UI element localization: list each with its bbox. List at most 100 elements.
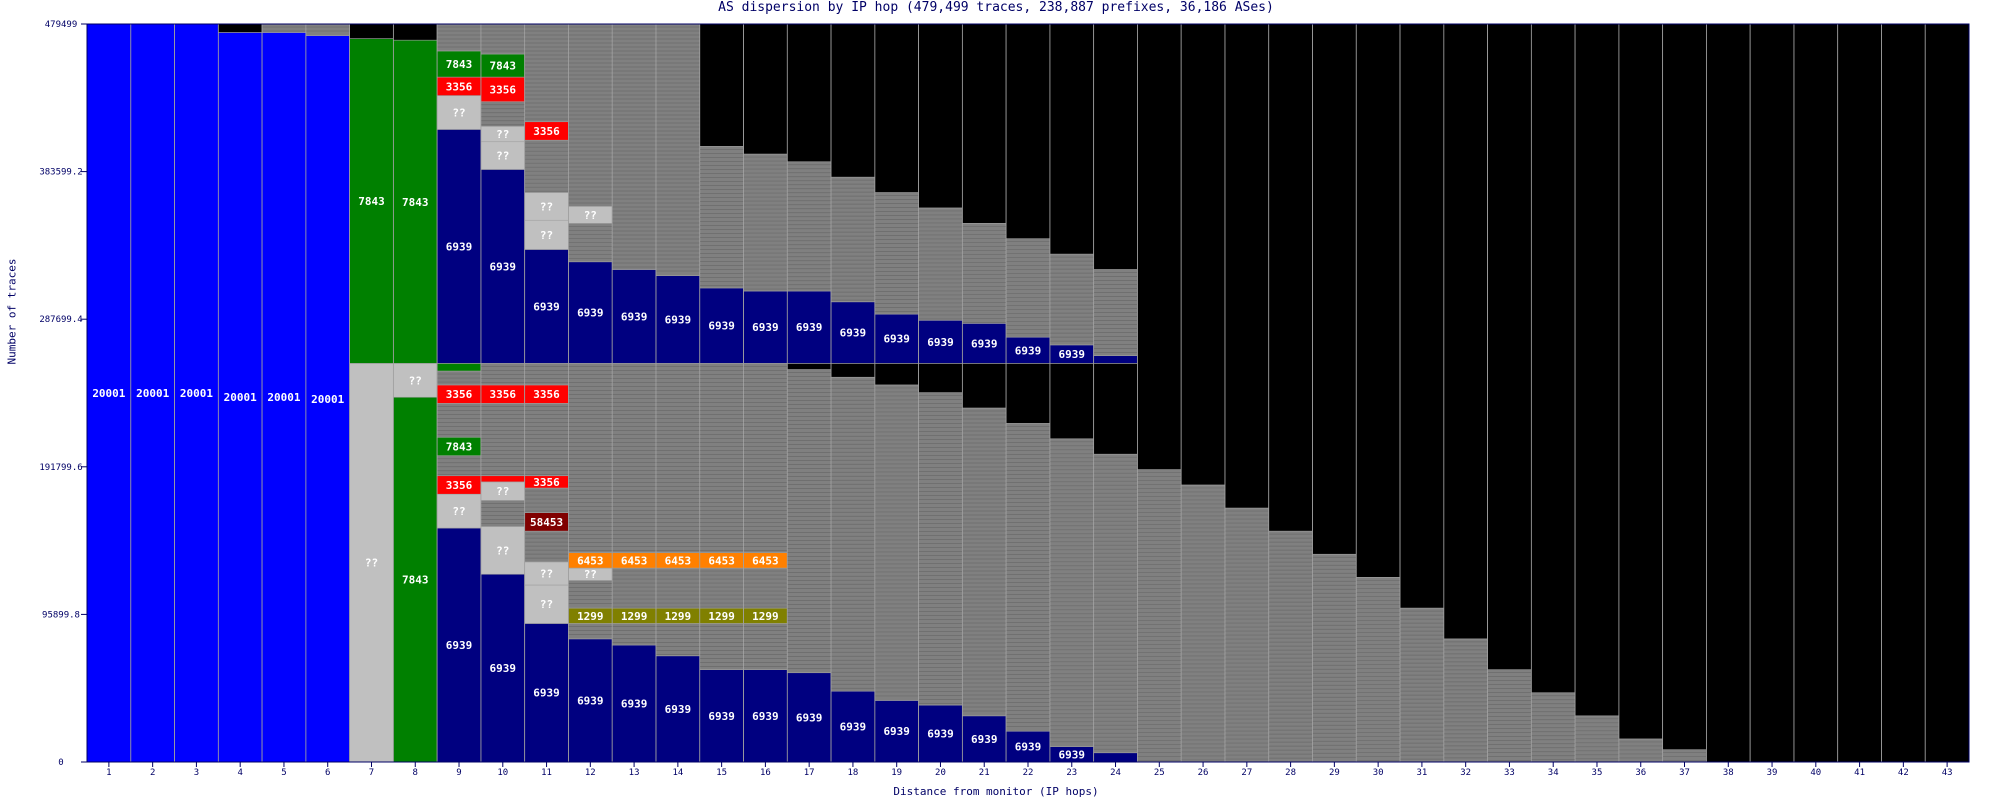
bar-segment bbox=[962, 407, 1007, 717]
segment-label: 6939 bbox=[533, 300, 560, 313]
bar-segment bbox=[918, 207, 963, 321]
bar-segment bbox=[524, 219, 569, 250]
bar-segment bbox=[174, 23, 219, 763]
bar-segment bbox=[655, 23, 701, 276]
segment-label: 6453 bbox=[752, 554, 779, 567]
x-tick-label: 10 bbox=[497, 768, 508, 778]
bar-segment bbox=[874, 23, 919, 193]
segment-label: 1299 bbox=[752, 610, 779, 623]
bar-segment bbox=[830, 363, 876, 378]
segment-label: 6939 bbox=[752, 321, 779, 334]
segment-label: 6939 bbox=[708, 710, 735, 723]
bar-segment bbox=[1049, 438, 1094, 747]
segment-label: ?? bbox=[496, 544, 509, 557]
segment-label: 6939 bbox=[708, 320, 735, 333]
bar-segment bbox=[786, 161, 832, 292]
bar-segment bbox=[436, 403, 482, 438]
segment-label: 1299 bbox=[708, 610, 735, 623]
segment-label: 6939 bbox=[490, 260, 517, 273]
x-tick-label: 25 bbox=[1154, 768, 1165, 778]
bar-segment bbox=[1137, 469, 1182, 763]
segment-label: 7843 bbox=[490, 60, 517, 73]
bar-segment bbox=[1355, 577, 1401, 763]
bar-segment bbox=[743, 669, 788, 763]
bar-segment bbox=[480, 169, 525, 364]
segment-label: ?? bbox=[540, 567, 553, 580]
bar-segment bbox=[1924, 23, 1970, 763]
x-tick-label: 6 bbox=[325, 768, 330, 778]
segment-label: 6453 bbox=[665, 554, 692, 567]
segment-label: 3356 bbox=[490, 83, 517, 96]
x-tick-label: 41 bbox=[1854, 768, 1865, 778]
segment-label: 6939 bbox=[840, 327, 867, 340]
segment-label: 6939 bbox=[533, 687, 560, 700]
segment-label: 20001 bbox=[224, 391, 257, 404]
bar-segment bbox=[918, 319, 963, 364]
bar-segment bbox=[1312, 553, 1357, 763]
bar-segment bbox=[743, 23, 788, 155]
bar-segment bbox=[1881, 23, 1926, 763]
bar-segment bbox=[480, 101, 525, 127]
segment-label: ?? bbox=[452, 106, 465, 119]
bar-segment bbox=[1793, 23, 1838, 763]
x-tick-label: 24 bbox=[1110, 768, 1121, 778]
bar-segment bbox=[830, 23, 876, 178]
x-tick-label: 34 bbox=[1548, 768, 1559, 778]
bar-segment bbox=[1268, 23, 1313, 532]
bar-segment bbox=[218, 23, 263, 33]
segment-label: 6939 bbox=[883, 725, 910, 738]
segment-label: 1299 bbox=[577, 610, 604, 623]
bar-segment bbox=[480, 526, 525, 575]
segment-label: 58453 bbox=[530, 516, 563, 529]
segment-label: 6939 bbox=[796, 711, 823, 724]
x-tick-label: 33 bbox=[1504, 768, 1515, 778]
chart-title: AS dispersion by IP hop (479,499 traces,… bbox=[718, 0, 1274, 15]
bar-segment bbox=[1005, 363, 1051, 424]
bar-segment bbox=[524, 192, 569, 221]
x-tick-label: 17 bbox=[804, 768, 815, 778]
segment-label: 6939 bbox=[883, 333, 910, 346]
bar-segment bbox=[524, 23, 569, 123]
bar-segment bbox=[1443, 638, 1488, 763]
segment-label: 6939 bbox=[577, 694, 604, 707]
bar-segment bbox=[786, 672, 832, 763]
segment-label: 6939 bbox=[621, 310, 648, 323]
bar-segment bbox=[524, 249, 569, 364]
bar-segment bbox=[436, 493, 482, 529]
bar-segment bbox=[655, 275, 701, 364]
bar-segment bbox=[1180, 23, 1226, 486]
bar-segment bbox=[524, 139, 569, 193]
segment-label: 6939 bbox=[796, 321, 823, 334]
segment-label: ?? bbox=[496, 128, 509, 141]
x-tick-label: 8 bbox=[413, 768, 418, 778]
segment-label: 20001 bbox=[136, 387, 169, 400]
bar-segment bbox=[918, 392, 963, 706]
segment-label: 3356 bbox=[533, 388, 560, 401]
segment-label: 3356 bbox=[533, 476, 560, 489]
x-tick-label: 39 bbox=[1767, 768, 1778, 778]
bar-segment bbox=[918, 23, 963, 209]
bar-segment bbox=[786, 363, 832, 370]
segment-label: 7843 bbox=[402, 196, 429, 209]
x-tick-label: 30 bbox=[1373, 768, 1384, 778]
bar-segment bbox=[1399, 23, 1445, 609]
bar-segment bbox=[962, 363, 1007, 409]
segment-label: 6939 bbox=[577, 307, 604, 320]
bar-segment bbox=[1618, 738, 1663, 763]
x-tick-label: 9 bbox=[456, 768, 461, 778]
bar-segment bbox=[962, 223, 1007, 324]
x-tick-label: 36 bbox=[1635, 768, 1646, 778]
segment-label: 1299 bbox=[665, 610, 692, 623]
bar-segment bbox=[1443, 23, 1488, 640]
bar-segment bbox=[393, 39, 438, 364]
bar-segment bbox=[261, 32, 307, 763]
segment-label: 6453 bbox=[621, 554, 648, 567]
bar-segment bbox=[699, 23, 744, 147]
bar-segment bbox=[1574, 23, 1620, 717]
x-tick-label: 21 bbox=[979, 768, 990, 778]
segment-label: 20001 bbox=[267, 391, 300, 404]
bar-segment bbox=[1180, 484, 1226, 763]
x-tick-label: 14 bbox=[672, 768, 683, 778]
bar-segment bbox=[743, 153, 788, 292]
bar-segment bbox=[1093, 355, 1138, 364]
